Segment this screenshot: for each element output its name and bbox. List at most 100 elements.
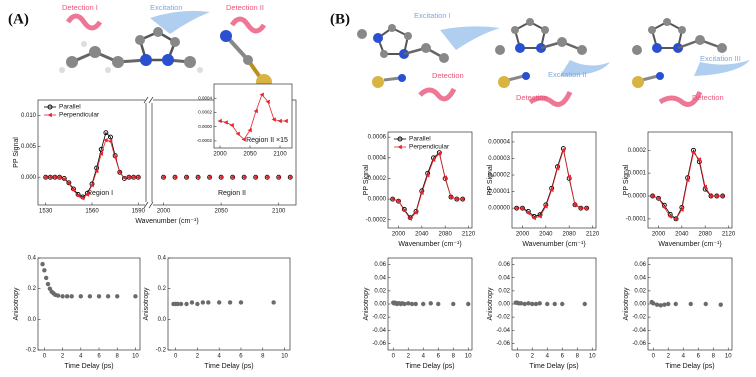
marker — [537, 214, 542, 219]
marker — [409, 301, 415, 307]
y-tick-label: 0.0000 — [198, 124, 212, 129]
x-tick-label: 8 — [116, 354, 120, 360]
x-tick-label: 2040 — [675, 232, 689, 238]
marker — [259, 92, 264, 97]
marker — [131, 175, 136, 180]
x-tick-label: 1590 — [132, 209, 146, 215]
marker — [216, 300, 222, 305]
marker — [658, 303, 663, 308]
x-axis-label: Wavenumber (cm⁻¹) — [658, 241, 721, 248]
y-tick-label: 0.02 — [634, 288, 646, 294]
schematic-label: Detection II — [226, 3, 264, 12]
marker — [69, 294, 74, 299]
y-axis-label: Anisotropy — [487, 287, 494, 321]
marker — [89, 183, 94, 188]
y-tick-label: 0.4 — [28, 256, 37, 262]
marker — [651, 301, 656, 306]
marker — [55, 293, 61, 298]
marker — [43, 275, 49, 281]
axis-break-gap — [145, 97, 153, 103]
y-tick-label: -0.2 — [156, 348, 167, 354]
x-tick-label: 6 — [239, 354, 243, 360]
marker — [406, 301, 411, 306]
marker — [121, 175, 127, 181]
marker — [560, 301, 565, 307]
marker — [161, 175, 166, 180]
x-axis-label: Time Delay (ps) — [665, 363, 714, 370]
y-tick-label: 0.0 — [158, 317, 167, 323]
axis-break-mark — [148, 96, 154, 104]
y-axis-label: PP Signal — [623, 164, 630, 195]
x-tick-label: 2 — [667, 354, 671, 360]
marker — [283, 118, 288, 124]
x-tick-label: 2120 — [722, 232, 736, 238]
y-tick-label: -0.02 — [632, 315, 646, 321]
plot-area — [37, 257, 141, 351]
marker — [253, 175, 258, 180]
chart: 0 2 4 6 8 10 -0.06 -0.04 -0.02 0.00 0.02 0.04 0.06 An… — [623, 257, 733, 370]
y-tick-label: 0.04 — [634, 275, 646, 281]
y-tick-label: -0.06 — [496, 341, 510, 347]
marker — [223, 120, 228, 125]
marker — [520, 205, 525, 211]
marker — [650, 193, 655, 199]
marker — [543, 204, 548, 209]
y-tick-label: 0.06 — [634, 262, 646, 268]
marker — [396, 198, 401, 204]
y-tick-label: -0.0001 — [626, 216, 647, 222]
y-tick-label: 0.00 — [634, 302, 646, 308]
y-axis-label: Anisotropy — [13, 287, 20, 321]
marker — [578, 205, 583, 211]
y-axis-label: PP Signal — [363, 164, 370, 195]
marker — [60, 294, 65, 299]
chart: 0 2 4 6 8 10 -0.2 0.0 0.2 0.4 Anisotropy Time Delay… — [13, 256, 141, 370]
x-tick-label: 6 — [697, 354, 701, 360]
x-tick-label: 2080 — [562, 232, 576, 238]
y-tick-label: 0.02 — [374, 288, 386, 294]
marker — [229, 123, 234, 128]
x-tick-label: 2040 — [539, 232, 553, 238]
marker — [421, 301, 426, 307]
marker — [552, 301, 557, 307]
chart: 2000 2050 2100 -0.0002 0.0000 0.0002 0.0004 Reg… — [197, 83, 293, 158]
y-tick-label: -0.02 — [372, 315, 386, 321]
marker — [235, 131, 240, 136]
y-tick-label: 0.00002 — [488, 173, 510, 179]
x-tick-label: 0 — [43, 354, 47, 360]
marker — [402, 301, 407, 307]
x-axis-label: Wavenumber (cm⁻¹) — [522, 241, 585, 248]
x-tick-label: 6 — [561, 354, 565, 360]
x-tick-label: 8 — [261, 354, 265, 360]
x-tick-label: 2080 — [438, 232, 452, 238]
marker — [126, 175, 131, 180]
schematic-label: Detection — [516, 93, 548, 102]
marker — [531, 215, 536, 221]
chart: 2000 2040 2080 2120 -0.0001 0.0000 0.0001 0.000… — [623, 131, 736, 248]
marker — [98, 146, 104, 152]
marker — [572, 202, 577, 208]
marker — [218, 175, 223, 180]
x-tick-label: 2100 — [273, 152, 287, 158]
schematic-label: Detection I — [62, 3, 98, 12]
x-tick-label: 10 — [725, 354, 732, 360]
marker — [184, 175, 189, 180]
marker — [105, 294, 111, 299]
marker — [200, 300, 206, 305]
marker — [460, 196, 465, 202]
x-tick-label: 4 — [422, 354, 426, 360]
marker — [702, 184, 707, 190]
x-axis-label: Time Delay (ps) — [64, 363, 113, 370]
y-tick-label: 0.0000 — [628, 194, 647, 200]
marker — [172, 175, 177, 180]
x-tick-label: 10 — [281, 354, 288, 360]
marker — [40, 261, 45, 267]
x-tick-label: 2050 — [214, 209, 228, 215]
axis-break-mark — [143, 201, 149, 209]
x-tick-label: 4 — [546, 354, 550, 360]
marker — [108, 139, 113, 144]
plot-area — [647, 131, 733, 229]
y-tick-label: 0.00 — [498, 302, 510, 308]
x-tick-label: 2000 — [516, 232, 530, 238]
marker — [241, 175, 246, 180]
